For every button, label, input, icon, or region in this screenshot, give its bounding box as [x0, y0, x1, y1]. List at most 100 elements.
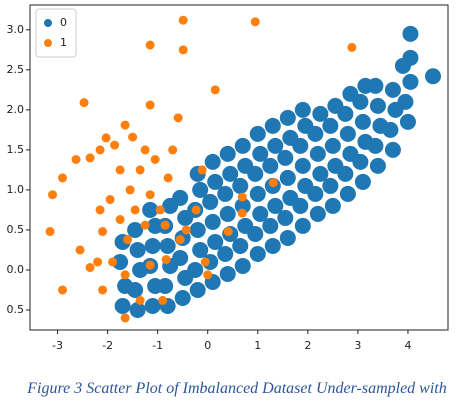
- x-tick-label: 0: [204, 339, 211, 352]
- x-tick-label: -3: [52, 339, 63, 352]
- point: [234, 197, 251, 214]
- point: [324, 197, 341, 214]
- point: [312, 105, 329, 122]
- x-tick-label: 2: [304, 339, 311, 352]
- point: [312, 165, 329, 182]
- point: [247, 165, 264, 182]
- point: [277, 209, 294, 226]
- point: [268, 178, 278, 188]
- point: [202, 193, 219, 210]
- point: [367, 77, 384, 94]
- point: [247, 225, 264, 242]
- point: [128, 132, 138, 142]
- point: [108, 257, 118, 267]
- point: [161, 255, 171, 265]
- point: [219, 145, 236, 162]
- point: [192, 181, 209, 198]
- point: [262, 217, 279, 234]
- point: [264, 117, 281, 134]
- point: [159, 237, 176, 254]
- point: [279, 169, 296, 186]
- point: [307, 125, 324, 142]
- point: [48, 190, 58, 200]
- point: [249, 125, 266, 142]
- point: [129, 241, 146, 258]
- point: [135, 165, 145, 175]
- point: [175, 235, 185, 245]
- point: [384, 81, 401, 98]
- point: [217, 185, 234, 202]
- point: [262, 157, 279, 174]
- point: [339, 185, 356, 202]
- point: [384, 141, 401, 158]
- point: [279, 229, 296, 246]
- point: [424, 68, 441, 85]
- point: [307, 185, 324, 202]
- legend-marker: [44, 19, 52, 27]
- point: [144, 297, 161, 314]
- point: [160, 220, 170, 230]
- point: [120, 270, 130, 280]
- point: [58, 285, 68, 295]
- point: [140, 220, 150, 230]
- point: [95, 205, 105, 215]
- legend-marker: [44, 39, 52, 47]
- point: [115, 165, 125, 175]
- y-tick-label: 2.0: [7, 103, 25, 116]
- x-tick-label: 4: [404, 339, 411, 352]
- point: [75, 245, 85, 255]
- point: [101, 133, 111, 143]
- point: [252, 145, 269, 162]
- point: [339, 125, 356, 142]
- point: [142, 201, 159, 218]
- point: [110, 140, 120, 150]
- point: [98, 227, 108, 237]
- point: [45, 227, 55, 237]
- point: [135, 295, 145, 305]
- y-tick-label: 3.0: [7, 23, 25, 36]
- point: [223, 227, 233, 237]
- point: [237, 192, 247, 202]
- y-tick-label: 0.0: [7, 263, 25, 276]
- x-tick-label: 1: [254, 339, 261, 352]
- point: [249, 185, 266, 202]
- point: [127, 221, 144, 238]
- point: [187, 261, 204, 278]
- point: [367, 137, 384, 154]
- point: [277, 149, 294, 166]
- point: [204, 153, 221, 170]
- point: [207, 173, 224, 190]
- point: [232, 177, 249, 194]
- point: [322, 177, 339, 194]
- y-tick-label: 0.5: [7, 223, 25, 236]
- chart: -3 -2 -1 0 1 2 3 4 0.5 0.0 0.5 1.0 1.5 2.0 2.5 3.0 0 1: [7, 4, 449, 352]
- point: [189, 221, 206, 238]
- point: [249, 245, 266, 262]
- point: [112, 253, 129, 270]
- point: [130, 205, 140, 215]
- point: [79, 98, 89, 108]
- point: [85, 263, 95, 273]
- point: [210, 85, 220, 95]
- y-tick-label: 0.5: [7, 303, 25, 316]
- point: [237, 208, 247, 218]
- point: [279, 109, 296, 126]
- point: [250, 17, 260, 27]
- point: [114, 297, 131, 314]
- point: [178, 15, 188, 25]
- point: [337, 165, 354, 182]
- point: [369, 97, 386, 114]
- point: [219, 265, 236, 282]
- legend-label: 1: [60, 36, 67, 49]
- point: [234, 137, 251, 154]
- point: [399, 113, 416, 130]
- point: [402, 73, 419, 90]
- point: [163, 173, 173, 183]
- point: [267, 197, 284, 214]
- point: [234, 257, 251, 274]
- point: [115, 215, 125, 225]
- legend-label: 0: [60, 16, 67, 29]
- x-tick-label: -2: [102, 339, 113, 352]
- point: [352, 153, 369, 170]
